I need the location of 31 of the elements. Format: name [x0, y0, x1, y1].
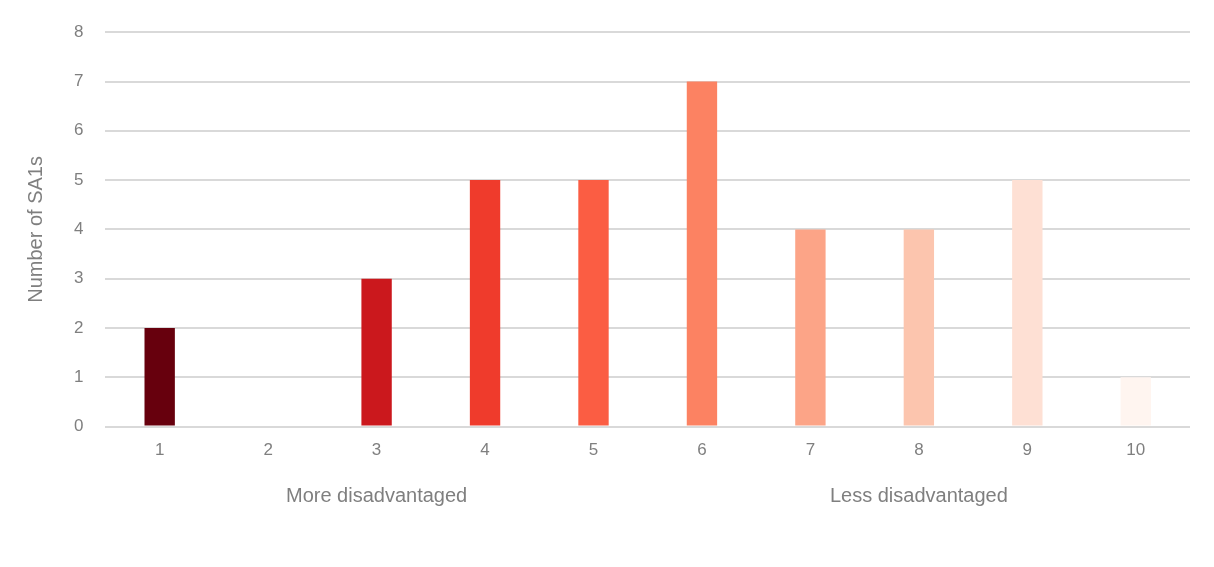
- x-tick-label: 2: [263, 440, 273, 460]
- y-tick-label: 7: [73, 71, 84, 91]
- x-tick-label: 3: [371, 440, 382, 460]
- y-tick-label: 0: [73, 416, 84, 436]
- bar: [1012, 180, 1043, 426]
- bar: [469, 180, 501, 426]
- y-tick-label: 6: [73, 120, 84, 140]
- text: Less disadvantaged: [829, 484, 1008, 507]
- x-tick-label: 6: [697, 440, 707, 460]
- bar: [795, 229, 826, 426]
- x-tick-label: 4: [480, 440, 490, 460]
- y-tick-label: 4: [73, 219, 84, 239]
- x-tick-label: 1: [154, 440, 165, 460]
- text: More disadvantaged: [285, 484, 468, 507]
- bar: [144, 328, 175, 426]
- bar: [1120, 377, 1151, 426]
- y-tick-label: 5: [73, 169, 84, 189]
- x-tick-label: 5: [588, 440, 599, 460]
- bar: [578, 180, 609, 426]
- x-tick-label: 7: [805, 440, 816, 460]
- bar: [361, 278, 392, 426]
- x-tick-label: 10: [1126, 440, 1146, 460]
- x-tick-label: 8: [914, 440, 924, 460]
- y-tick-label: 3: [73, 268, 84, 288]
- x-tick-label: 9: [1022, 440, 1033, 460]
- bar: [903, 229, 935, 426]
- bar: [686, 81, 718, 426]
- y-tick-label: 2: [73, 317, 84, 337]
- y-axis-title: Number of SA1s: [23, 156, 46, 303]
- y-tick-label: 8: [73, 21, 84, 41]
- y-tick-label: 1: [73, 366, 84, 386]
